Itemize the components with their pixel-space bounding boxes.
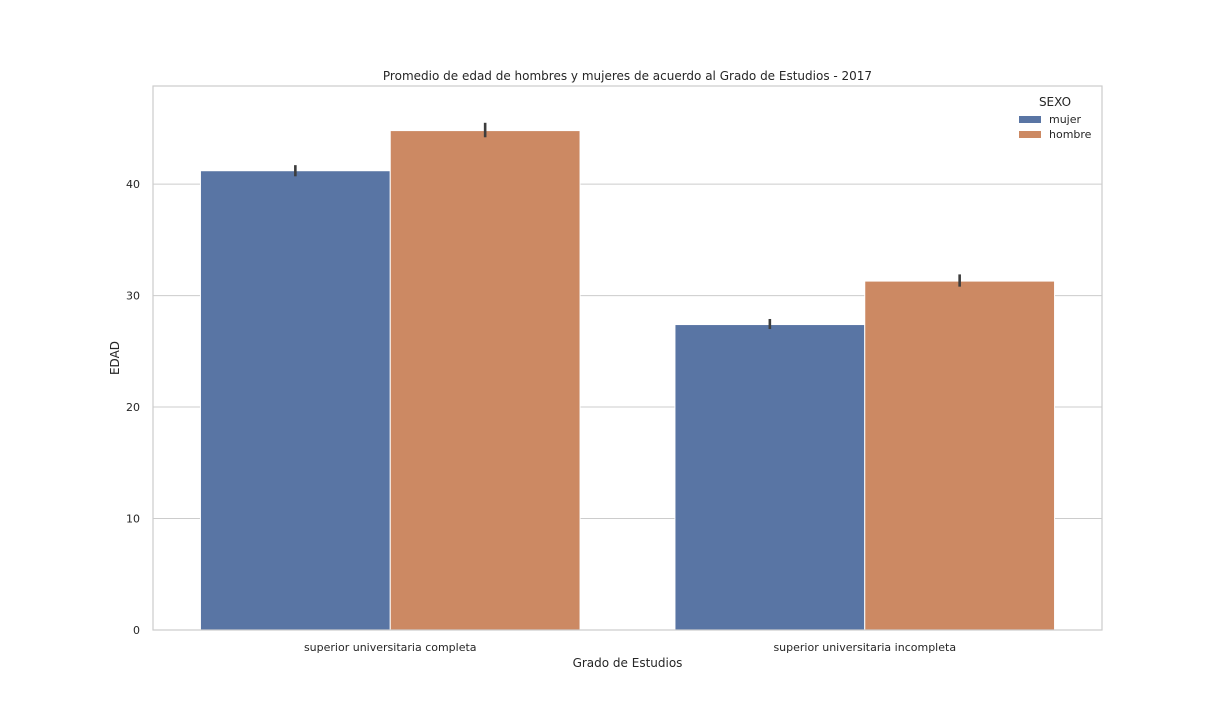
y-tick-label: 10 (126, 513, 140, 526)
x-tick-label: superior universitaria completa (304, 641, 477, 654)
bar-mujer-2 (674, 324, 866, 631)
y-axis-label: EDAD (108, 341, 122, 375)
legend-swatch-mujer (1019, 116, 1041, 123)
bar-hombre-2 (864, 280, 1056, 631)
legend-label-hombre: hombre (1049, 128, 1092, 141)
y-tick-label: 30 (126, 290, 140, 303)
y-tick-labels: 0 10 20 30 40 (126, 178, 140, 637)
chart-title: Promedio de edad de hombres y mujeres de… (383, 69, 872, 83)
legend: SEXO mujer hombre (1019, 95, 1092, 141)
y-tick-label: 0 (133, 624, 140, 637)
legend-title: SEXO (1039, 95, 1071, 109)
legend-swatch-hombre (1019, 131, 1041, 138)
x-tick-labels: superior universitaria completa superior … (304, 641, 956, 654)
y-tick-label: 20 (126, 401, 140, 414)
error-bars (294, 122, 961, 330)
x-axis-label: Grado de Estudios (573, 656, 683, 670)
x-tick-label: superior universitaria incompleta (773, 641, 956, 654)
bars (199, 130, 1056, 631)
plot-frame (152, 85, 1103, 631)
bar-hombre-1 (389, 130, 581, 631)
legend-label-mujer: mujer (1049, 113, 1082, 126)
bar-mujer-1 (199, 170, 391, 631)
y-tick-label: 40 (126, 178, 140, 191)
